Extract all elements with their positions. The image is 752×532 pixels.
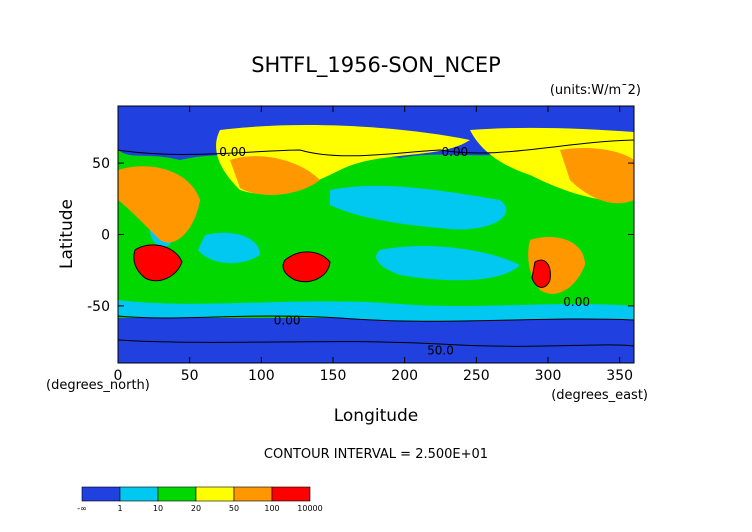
colorbar-swatch [81, 486, 121, 502]
colorbar-label: -∞ [77, 504, 87, 513]
y-tick-label: -50 [87, 299, 110, 315]
indian-cyan [198, 232, 260, 264]
antarctic-band [118, 318, 634, 363]
colorbar-swatch [119, 486, 159, 502]
asia-orange [230, 156, 320, 195]
x-tick-label: 250 [463, 368, 490, 384]
x-tick-label: 350 [606, 368, 633, 384]
y-axis-ticks: -50 0 50 [87, 156, 634, 315]
x-axis-ticks: 0 50 100 150 200 250 300 350 [114, 106, 633, 384]
contour-labels: 0.00 0.00 0.00 0.00 50.0 [219, 145, 590, 357]
x-axis-label: Longitude [334, 406, 419, 426]
pacific-cyan-2 [376, 245, 520, 281]
contour-label: 0.00 [563, 295, 590, 309]
australia-red [283, 251, 330, 282]
contour-lines [118, 139, 634, 347]
northamerica-orange [560, 148, 634, 204]
colorbar-label: 100 [264, 504, 279, 513]
x-tick-label: 150 [320, 368, 347, 384]
colorbar-label: 1 [117, 504, 122, 513]
contour-interval-note: CONTOUR INTERVAL = 2.500E+01 [264, 447, 488, 462]
y-axis-label: Latitude [57, 199, 77, 269]
x-tick-label: 100 [248, 368, 275, 384]
contour-label: 0.00 [441, 145, 468, 159]
contour-label: 50.0 [427, 343, 454, 357]
colorbar-label: 10000 [297, 504, 322, 513]
chart-title: SHTFL_1956-SON_NCEP [251, 53, 501, 78]
colorbar-label: 20 [191, 504, 201, 513]
colorbar-swatch [195, 486, 235, 502]
x-tick-label: 300 [535, 368, 562, 384]
units-label: (units:W/m¯2) [550, 83, 641, 98]
x-tick-label: 50 [181, 368, 199, 384]
africa-orange [118, 166, 200, 243]
africa-south-red [133, 244, 182, 281]
y-tick-label: 50 [92, 156, 110, 172]
contour-label: 0.00 [274, 313, 301, 327]
contour-label: 0.00 [219, 145, 246, 159]
pacific-cyan-1 [330, 185, 507, 230]
colorbar-swatch [157, 486, 197, 502]
heat-flux-field [118, 106, 634, 363]
colorbar-label: 50 [229, 504, 239, 513]
arctic-band [118, 106, 634, 122]
colorbar-swatch [233, 486, 273, 502]
x-tick-label: 0 [114, 368, 123, 384]
y-tick-label: 0 [101, 228, 110, 244]
colorbar: -∞ 1 10 20 50 100 10000 [77, 486, 323, 513]
southamerica-red [532, 260, 551, 288]
x-unit-note: (degrees_east) [551, 388, 648, 403]
colorbar-swatch [271, 486, 311, 502]
y-unit-note: (degrees_north) [46, 378, 150, 393]
x-tick-label: 200 [391, 368, 418, 384]
colorbar-label: 10 [153, 504, 163, 513]
